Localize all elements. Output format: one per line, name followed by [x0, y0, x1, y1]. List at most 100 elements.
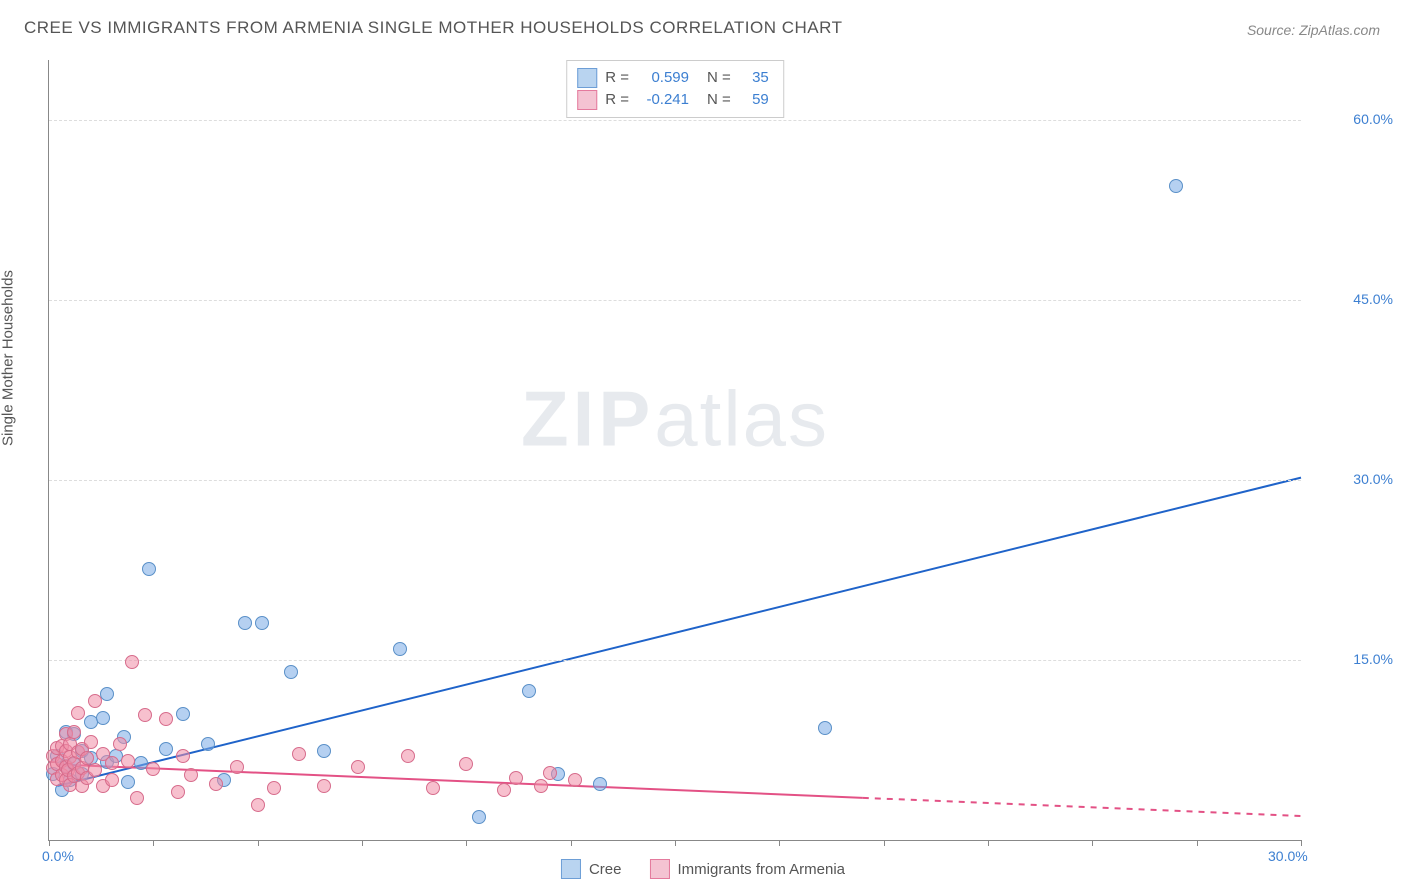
data-point — [472, 810, 486, 824]
x-tick-label: 0.0% — [42, 848, 74, 864]
data-point — [509, 771, 523, 785]
x-tick-mark — [153, 840, 154, 846]
data-point — [497, 783, 511, 797]
x-tick-mark — [258, 840, 259, 846]
x-tick-mark — [1301, 840, 1302, 846]
data-point — [67, 725, 81, 739]
data-point — [71, 706, 85, 720]
x-tick-mark — [362, 840, 363, 846]
legend-swatch — [649, 859, 669, 879]
y-tick-label: 30.0% — [1353, 471, 1393, 487]
grid-line — [49, 120, 1301, 121]
stat-legend-box: R = 0.599 N = 35 R = -0.241 N = 59 — [566, 60, 784, 118]
x-tick-mark — [884, 840, 885, 846]
data-point — [121, 775, 135, 789]
watermark-zip: ZIP — [521, 374, 654, 462]
data-point — [401, 749, 415, 763]
data-point — [184, 768, 198, 782]
data-point — [818, 721, 832, 735]
data-point — [1169, 179, 1183, 193]
legend-item: Immigrants from Armenia — [649, 859, 845, 879]
data-point — [176, 749, 190, 763]
data-point — [351, 760, 365, 774]
data-point — [105, 756, 119, 770]
y-tick-label: 60.0% — [1353, 111, 1393, 127]
data-point — [534, 779, 548, 793]
data-point — [142, 562, 156, 576]
x-tick-mark — [988, 840, 989, 846]
data-point — [426, 781, 440, 795]
bottom-legend: Cree Immigrants from Armenia — [561, 848, 845, 890]
data-point — [459, 757, 473, 771]
data-point — [251, 798, 265, 812]
data-point — [543, 766, 557, 780]
stat-legend-row: R = 0.599 N = 35 — [577, 67, 769, 89]
data-point — [522, 684, 536, 698]
legend-item: Cree — [561, 859, 622, 879]
data-point — [284, 665, 298, 679]
data-point — [171, 785, 185, 799]
data-point — [121, 754, 135, 768]
y-tick-label: 15.0% — [1353, 651, 1393, 667]
grid-line — [49, 480, 1301, 481]
watermark-atlas: atlas — [654, 374, 829, 462]
data-point — [317, 744, 331, 758]
data-point — [125, 655, 139, 669]
legend-swatch — [577, 90, 597, 110]
data-point — [209, 777, 223, 791]
x-tick-mark — [49, 840, 50, 846]
data-point — [568, 773, 582, 787]
data-point — [176, 707, 190, 721]
data-point — [88, 694, 102, 708]
source-label: Source: ZipAtlas.com — [1247, 22, 1380, 38]
stat-label: N = — [707, 67, 731, 89]
x-tick-mark — [779, 840, 780, 846]
data-point — [100, 687, 114, 701]
stat-value: 35 — [739, 67, 769, 89]
data-point — [267, 781, 281, 795]
trend-lines-layer — [49, 60, 1301, 840]
data-point — [255, 616, 269, 630]
grid-line — [49, 300, 1301, 301]
data-point — [138, 708, 152, 722]
data-point — [238, 616, 252, 630]
y-axis-label: Single Mother Households — [0, 270, 17, 446]
x-tick-mark — [571, 840, 572, 846]
stat-legend-row: R = -0.241 N = 59 — [577, 89, 769, 111]
x-tick-mark — [1092, 840, 1093, 846]
stat-label: R = — [605, 89, 629, 111]
y-tick-label: 45.0% — [1353, 291, 1393, 307]
chart-title: CREE VS IMMIGRANTS FROM ARMENIA SINGLE M… — [24, 18, 842, 38]
stat-value: -0.241 — [637, 89, 689, 111]
data-point — [105, 773, 119, 787]
data-point — [88, 763, 102, 777]
data-point — [230, 760, 244, 774]
stat-label: N = — [707, 89, 731, 111]
legend-label: Immigrants from Armenia — [677, 861, 845, 878]
stat-label: R = — [605, 67, 629, 89]
x-tick-mark — [675, 840, 676, 846]
legend-swatch — [577, 68, 597, 88]
data-point — [84, 735, 98, 749]
x-tick-mark — [1197, 840, 1198, 846]
plot-area: ZIPatlas R =0.599N =35R =-0.241N =59 15.… — [48, 60, 1301, 841]
trend-line-extrapolated — [863, 798, 1301, 816]
x-tick-mark — [466, 840, 467, 846]
data-point — [130, 791, 144, 805]
data-point — [317, 779, 331, 793]
data-point — [393, 642, 407, 656]
trend-line — [57, 478, 1301, 786]
data-point — [159, 712, 173, 726]
data-point — [292, 747, 306, 761]
legend-swatch — [561, 859, 581, 879]
stat-value: 0.599 — [637, 67, 689, 89]
grid-line — [49, 660, 1301, 661]
watermark: ZIPatlas — [521, 373, 829, 464]
legend-label: Cree — [589, 861, 622, 878]
x-tick-label: 30.0% — [1268, 848, 1308, 864]
data-point — [146, 762, 160, 776]
chart-container: CREE VS IMMIGRANTS FROM ARMENIA SINGLE M… — [0, 0, 1406, 892]
data-point — [201, 737, 215, 751]
data-point — [113, 737, 127, 751]
stat-value: 59 — [739, 89, 769, 111]
